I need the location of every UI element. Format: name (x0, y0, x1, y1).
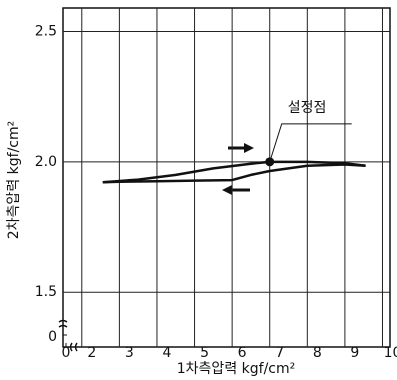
y-tick-label: 0 (48, 329, 57, 345)
x-tick-label: 4 (163, 345, 172, 361)
x-tick-label: 6 (238, 345, 247, 361)
axis-break (69, 342, 78, 352)
curve (102, 163, 366, 184)
plot-frame (62, 7, 391, 348)
x-tick-label: 7 (275, 345, 284, 361)
y-tick-label: 2.5 (35, 23, 57, 39)
annotation: 설정점 (288, 100, 327, 116)
x-tick-label: 3 (125, 345, 134, 361)
x-tick-label: 5 (200, 345, 209, 361)
x-tick-label: 8 (313, 345, 322, 361)
set-point (265, 157, 275, 167)
x-tick-label: 2 (87, 345, 96, 361)
y-tick-label: 2.0 (35, 154, 57, 170)
curve (102, 160, 366, 184)
y-tick-label: 1.5 (35, 284, 57, 300)
x-tick-label: 10 (384, 345, 397, 361)
x-tick-label: 9 (350, 345, 359, 361)
y-axis-label: 2차측압력 kgf/cm² (6, 121, 22, 239)
direction-arrows (222, 143, 254, 195)
x-axis-label: 1차측압력 kgf/cm² (177, 361, 295, 377)
annotation-leader (269, 123, 352, 163)
axis-break (58, 319, 68, 328)
x-tick-label: 0 (62, 345, 71, 361)
